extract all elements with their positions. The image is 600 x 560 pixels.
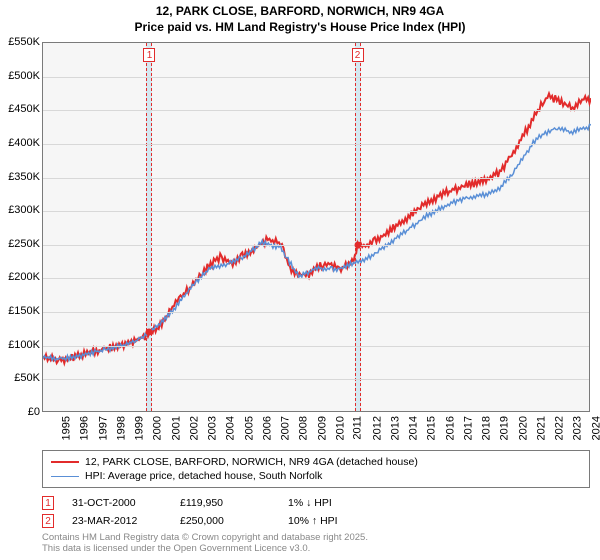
legend-label: HPI: Average price, detached house, Sout…: [85, 470, 322, 482]
x-tick-label: 2023: [572, 416, 584, 440]
legend-label: 12, PARK CLOSE, BARFORD, NORWICH, NR9 4G…: [85, 456, 418, 468]
chart-container: 12, PARK CLOSE, BARFORD, NORWICH, NR9 4G…: [0, 0, 600, 560]
y-tick-label: £450K: [0, 103, 40, 115]
gridline: [43, 278, 589, 279]
marker-price: £119,950: [180, 497, 270, 509]
x-tick-label: 2013: [389, 416, 401, 440]
y-tick-label: £550K: [0, 36, 40, 48]
gridline: [43, 245, 589, 246]
x-tick-label: 1995: [60, 416, 72, 440]
marker-price: £250,000: [180, 515, 270, 527]
sale-marker-point: [146, 329, 153, 336]
series-line: [43, 94, 591, 364]
x-tick-label: 2000: [152, 416, 164, 440]
y-tick-label: £350K: [0, 171, 40, 183]
legend-row: 12, PARK CLOSE, BARFORD, NORWICH, NR9 4G…: [51, 455, 581, 469]
x-tick-label: 2024: [590, 416, 600, 440]
footer-line-2: This data is licensed under the Open Gov…: [42, 543, 368, 554]
x-tick-label: 2004: [225, 416, 237, 440]
legend-swatch: [51, 461, 79, 463]
footer: Contains HM Land Registry data © Crown c…: [42, 532, 368, 555]
x-tick-label: 2003: [207, 416, 219, 440]
x-tick-label: 2018: [481, 416, 493, 440]
x-tick-label: 2007: [280, 416, 292, 440]
x-tick-label: 2015: [426, 416, 438, 440]
x-tick-label: 2016: [444, 416, 456, 440]
x-tick-label: 1998: [115, 416, 127, 440]
x-tick-label: 2001: [170, 416, 182, 440]
x-tick-label: 2002: [188, 416, 200, 440]
x-tick-label: 2020: [517, 416, 529, 440]
gridline: [43, 379, 589, 380]
x-tick-label: 2011: [352, 416, 364, 440]
marker-delta: 10% ↑ HPI: [288, 515, 408, 527]
y-tick-label: £300K: [0, 204, 40, 216]
x-tick-label: 2005: [243, 416, 255, 440]
title-block: 12, PARK CLOSE, BARFORD, NORWICH, NR9 4G…: [0, 0, 600, 35]
x-tick-label: 2021: [535, 416, 547, 440]
gridline: [43, 110, 589, 111]
x-tick-label: 2017: [462, 416, 474, 440]
marker-badge-icon: 2: [42, 514, 54, 528]
y-tick-label: £200K: [0, 271, 40, 283]
marker-table-row: 2 23-MAR-2012 £250,000 10% ↑ HPI: [42, 512, 590, 530]
marker-date: 23-MAR-2012: [72, 515, 162, 527]
chart-plot-area: 12: [42, 42, 590, 412]
gridline: [43, 312, 589, 313]
x-tick-label: 2010: [334, 416, 346, 440]
gridline: [43, 346, 589, 347]
gridline: [43, 144, 589, 145]
y-tick-label: £500K: [0, 70, 40, 82]
x-tick-label: 2006: [261, 416, 273, 440]
y-tick-label: £0: [0, 406, 40, 418]
x-tick-label: 2019: [499, 416, 511, 440]
gridline: [43, 178, 589, 179]
x-tick-label: 2008: [298, 416, 310, 440]
marker-table-row: 1 31-OCT-2000 £119,950 1% ↓ HPI: [42, 494, 590, 512]
marker-badge-icon: 1: [42, 496, 54, 510]
sale-marker-badge: 2: [352, 48, 364, 62]
series-svg: [43, 43, 591, 413]
title-line-2: Price paid vs. HM Land Registry's House …: [0, 20, 600, 36]
x-tick-label: 1997: [97, 416, 109, 440]
y-tick-label: £400K: [0, 137, 40, 149]
y-tick-label: £50K: [0, 372, 40, 384]
gridline: [43, 77, 589, 78]
x-tick-label: 2012: [371, 416, 383, 440]
legend-row: HPI: Average price, detached house, Sout…: [51, 469, 581, 483]
footer-line-1: Contains HM Land Registry data © Crown c…: [42, 532, 368, 543]
y-tick-label: £150K: [0, 305, 40, 317]
title-line-1: 12, PARK CLOSE, BARFORD, NORWICH, NR9 4G…: [0, 4, 600, 20]
marker-date: 31-OCT-2000: [72, 497, 162, 509]
x-tick-label: 1996: [79, 416, 91, 440]
sale-marker-point: [354, 241, 361, 248]
x-tick-label: 2022: [554, 416, 566, 440]
legend-swatch: [51, 476, 79, 477]
x-tick-label: 2014: [408, 416, 420, 440]
gridline: [43, 211, 589, 212]
x-tick-label: 2009: [316, 416, 328, 440]
x-tick-label: 1999: [134, 416, 146, 440]
y-tick-label: £100K: [0, 339, 40, 351]
sale-markers-table: 1 31-OCT-2000 £119,950 1% ↓ HPI 2 23-MAR-2012…: [42, 494, 590, 530]
y-tick-label: £250K: [0, 238, 40, 250]
sale-marker-badge: 1: [143, 48, 155, 62]
legend: 12, PARK CLOSE, BARFORD, NORWICH, NR9 4G…: [42, 450, 590, 488]
marker-delta: 1% ↓ HPI: [288, 497, 408, 509]
